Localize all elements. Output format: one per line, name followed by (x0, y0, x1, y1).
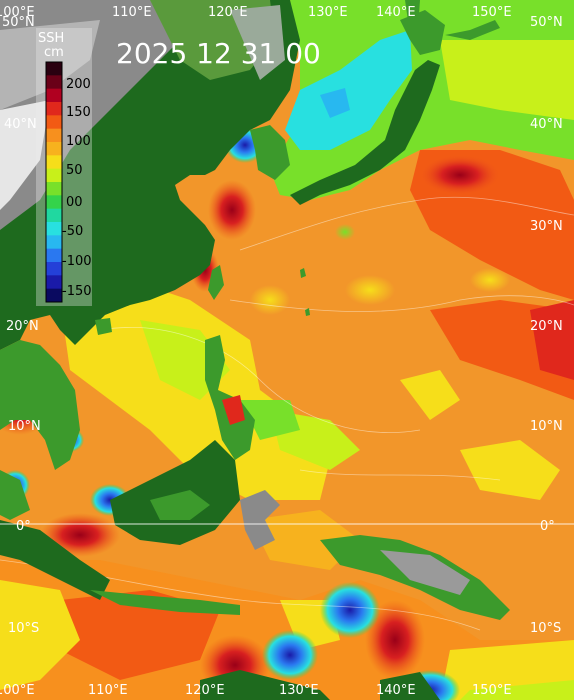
colorbar-swatch (46, 182, 62, 196)
map-timestamp: 2025 12 31 00 (116, 37, 321, 70)
lon-label: 110°E (88, 683, 128, 698)
colorbar-swatch (46, 128, 62, 143)
colorbar: SSH cm 200 150 100 50 00 -50 -100 -150 (36, 28, 92, 306)
lat-label: 50°N (2, 15, 35, 30)
colorbar-swatch (46, 115, 62, 130)
colorbar-panel (36, 28, 92, 306)
colorbar-swatch (46, 208, 62, 223)
lat-label: 40°N (4, 117, 37, 132)
lat-label: 10°N (530, 419, 563, 434)
lon-label: 100°E (0, 5, 35, 20)
colorbar-swatch (46, 275, 62, 290)
colorbar-unit: cm (44, 45, 64, 60)
colorbar-swatch (46, 155, 62, 170)
colorbar-tick-label: -150 (62, 284, 92, 299)
colorbar-tick-label: 150 (66, 105, 91, 120)
colorbar-title: SSH (38, 31, 64, 46)
lon-label: 140°E (376, 5, 416, 20)
lat-label: 0° (16, 519, 31, 534)
lat-label: 10°S (530, 621, 561, 636)
colorbar-swatches (46, 62, 62, 303)
lat-label: 20°N (530, 319, 563, 334)
colorbar-tick-label: 50 (66, 163, 83, 178)
lon-label: 130°E (279, 683, 319, 698)
lon-label: 100°E (0, 683, 35, 698)
colorbar-swatch (46, 75, 62, 90)
colorbar-swatch (46, 88, 62, 103)
colorbar-frame (45, 61, 63, 303)
lat-label: 10°S (8, 621, 39, 636)
longitude-labels-bottom: 100°E 110°E 120°E 130°E 140°E 150°E (0, 683, 512, 698)
lat-label: 20°N (6, 319, 39, 334)
colorbar-swatch (46, 288, 62, 303)
colorbar-ticks: 200 150 100 50 00 -50 -100 -150 (62, 77, 92, 299)
colorbar-tick-label: 00 (66, 195, 83, 210)
colorbar-tick-label: 100 (66, 134, 91, 149)
colorbar-swatch (46, 102, 62, 116)
lat-label: 40°N (530, 117, 563, 132)
longitude-labels-top: 100°E 110°E 120°E 130°E 140°E 150°E (0, 5, 512, 20)
latitude-labels-right: 50°N 40°N 30°N 20°N 10°N 0° 10°S (530, 15, 563, 636)
colorbar-tick-label: -50 (62, 224, 83, 239)
colorbar-swatch (46, 248, 62, 263)
lat-label: 0° (540, 519, 555, 534)
colorbar-swatch (46, 235, 62, 250)
colorbar-swatch (46, 142, 62, 156)
colorbar-swatch (46, 262, 62, 276)
colorbar-swatch (46, 168, 62, 183)
lat-label: 30°N (530, 219, 563, 234)
colorbar-tick-label: 200 (66, 77, 91, 92)
colorbar-swatch (46, 222, 62, 236)
colorbar-tick-label: -100 (62, 254, 92, 269)
lon-label: 140°E (376, 683, 416, 698)
latitude-labels-left: 50°N 40°N 20°N 10°N 0° 10°S (2, 15, 41, 636)
lon-label: 110°E (112, 5, 152, 20)
lon-label: 120°E (185, 683, 225, 698)
lat-label: 50°N (530, 15, 563, 30)
colorbar-swatch (46, 195, 62, 210)
lon-label: 150°E (472, 683, 512, 698)
lon-label: 130°E (308, 5, 348, 20)
lon-label: 120°E (208, 5, 248, 20)
lon-label: 150°E (472, 5, 512, 20)
colorbar-swatch (46, 62, 62, 76)
lat-label: 10°N (8, 419, 41, 434)
